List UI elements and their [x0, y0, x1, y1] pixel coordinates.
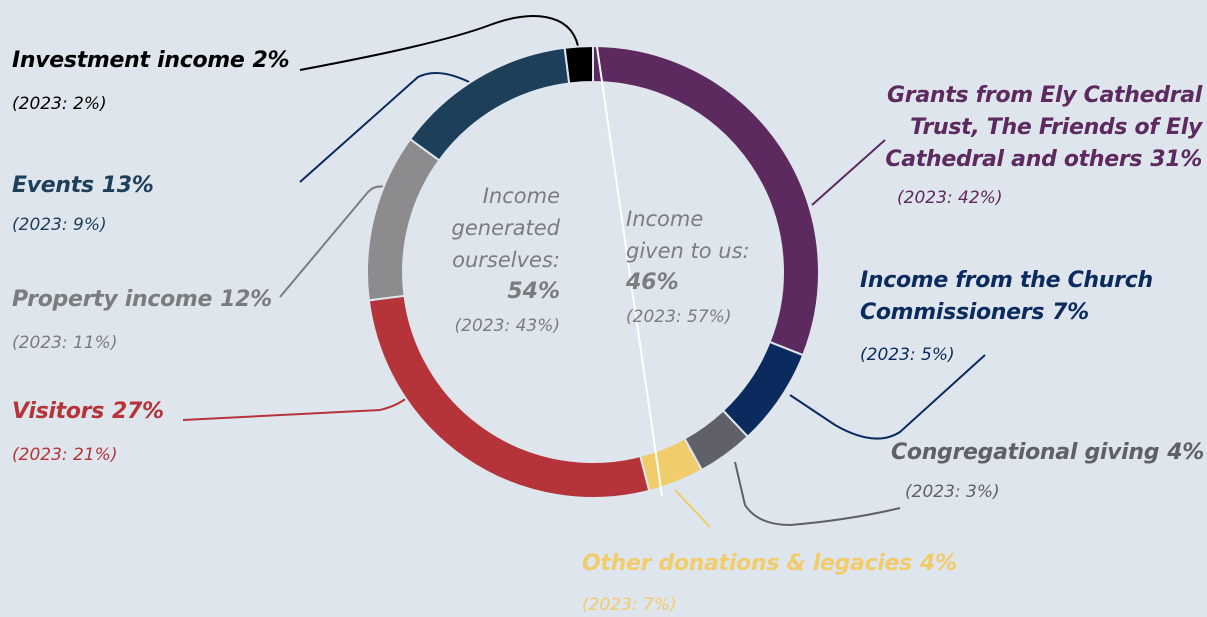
category-label: Property income 12%	[12, 284, 272, 316]
prior-year-label: (2023: 5%)	[860, 345, 955, 365]
value-label: 7%	[1052, 300, 1089, 325]
leader-line	[299, 15, 579, 71]
center-line: given to us:	[626, 239, 750, 263]
category-name: Property income	[12, 287, 213, 312]
category-name: Income from the Church Commissioners	[860, 268, 1153, 325]
center-line: generated	[451, 216, 560, 240]
value-label: 12%	[220, 287, 272, 312]
category-label: Grants from Ely Cathedral Trust, The Fri…	[860, 80, 1202, 176]
category-label: Income from the Church Commissioners 7%	[860, 265, 1160, 329]
category-name: Visitors	[12, 399, 104, 424]
category-label: Investment income 2%	[12, 45, 290, 77]
leader-line	[299, 71, 476, 183]
prior-year-label: (2023: 21%)	[12, 445, 118, 465]
prior-year-label: (2023: 7%)	[582, 595, 677, 615]
center-label: Income given to us: 46% (2023: 57%)	[626, 203, 786, 333]
value-label: 31%	[1150, 147, 1202, 172]
category-name: Other donations & legacies	[582, 551, 912, 576]
leader-line	[182, 394, 411, 421]
category-label: Visitors 27%	[12, 396, 164, 428]
prior-year-label: (2023: 42%)	[897, 188, 1003, 208]
value-label: 27%	[112, 399, 164, 424]
center-line: ourselves:	[452, 248, 560, 272]
leader-lines	[182, 15, 986, 528]
center-line: Income	[482, 184, 560, 208]
segment	[563, 44, 594, 85]
category-name: Grants from Ely Cathedral Trust, The Fri…	[885, 83, 1202, 172]
leader-line	[789, 354, 986, 440]
category-label: Other donations & legacies 4%	[582, 548, 957, 580]
prior-year-label: (2023: 3%)	[905, 482, 1000, 502]
value-label: 2%	[252, 48, 290, 73]
prior-year-label: (2023: 11%)	[12, 333, 118, 353]
center-prior: (2023: 57%)	[626, 307, 732, 327]
value-label: 13%	[101, 173, 154, 198]
center-label: Income generated ourselves: 54% (2023: 43%)	[400, 180, 560, 342]
center-prior: (2023: 43%)	[454, 316, 560, 336]
category-label: Congregational giving 4%	[860, 437, 1204, 469]
category-name: Congregational giving	[891, 440, 1160, 465]
leader-line	[811, 139, 886, 206]
category-name: Events	[12, 173, 94, 198]
value-label: 4%	[919, 551, 957, 576]
group-divider	[596, 46, 663, 497]
center-value: 46%	[626, 270, 679, 295]
leader-line	[674, 489, 711, 528]
center-line: Income	[626, 207, 704, 231]
value-label: 4%	[1167, 440, 1204, 465]
prior-year-label: (2023: 9%)	[12, 215, 107, 235]
prior-year-label: (2023: 2%)	[12, 94, 107, 114]
center-value: 54%	[507, 279, 560, 304]
category-label: Events 13%	[12, 170, 154, 202]
segment	[408, 46, 571, 162]
category-name: Investment income	[12, 48, 245, 73]
leader-line	[734, 461, 901, 527]
